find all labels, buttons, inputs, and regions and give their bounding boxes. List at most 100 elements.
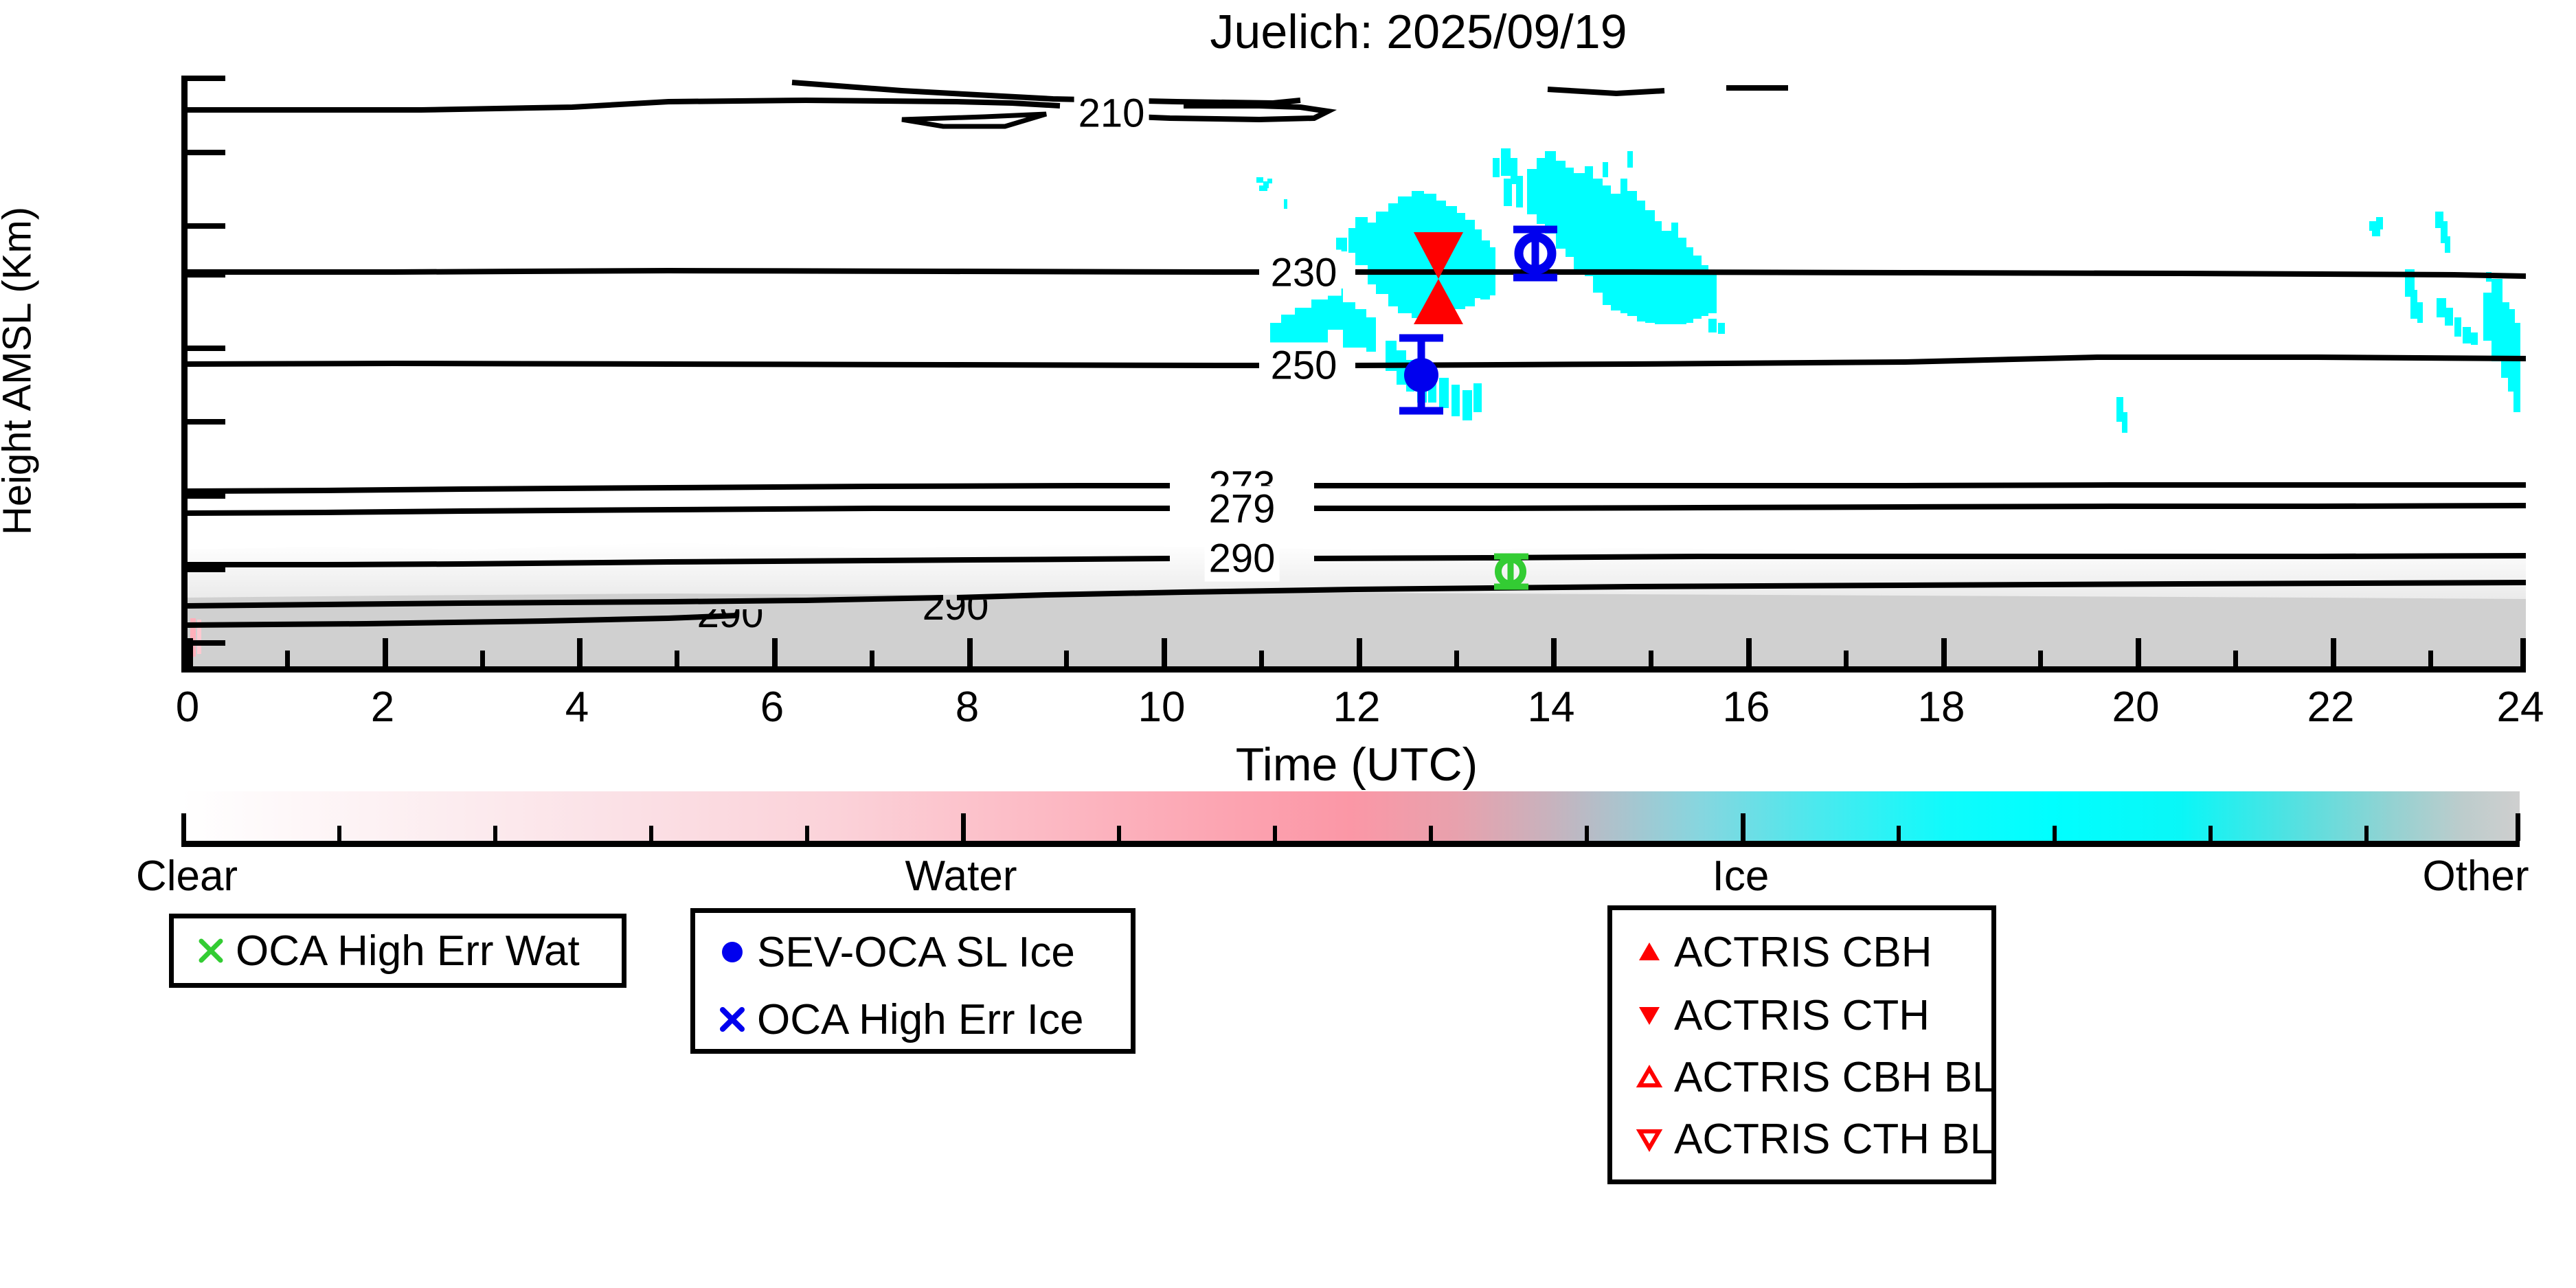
filled-triangle-up-red-icon (1627, 936, 1671, 969)
x-tick-minor-1 (285, 651, 290, 667)
plot-svg (188, 80, 2526, 666)
x-tick-minor-10 (2038, 651, 2043, 667)
open-triangle-down-red-icon (1627, 1122, 1671, 1155)
marker-oca-high-err-wat (1494, 553, 1528, 590)
x-tick-label-7: 14 (1527, 683, 1575, 731)
x-tick-label-3: 6 (760, 683, 784, 731)
x-tick-minor-8 (1649, 651, 1653, 667)
x-tick-5 (1162, 638, 1167, 667)
y-tick-7 (187, 567, 225, 572)
colorbar-tick-m1 (337, 826, 341, 841)
legend-label-actris-cth: ACTRIS CTH (1674, 991, 1930, 1039)
colorbar-tick-m13 (2208, 826, 2213, 841)
colorbar-tick-m8 (1429, 826, 1433, 841)
legend-item-actris-cbh[interactable]: ACTRIS CBH (1612, 910, 1991, 984)
x-tick-6 (1357, 638, 1362, 667)
x-tick-label-12: 24 (2496, 683, 2544, 731)
y-tick-8 (187, 640, 225, 646)
colorbar-tick-ice (1741, 813, 1745, 841)
chart-title-text: Juelich: 2025/09/19 (1210, 5, 1627, 58)
x-tick-label-11: 22 (2307, 683, 2355, 731)
x-axis-title: Time (UTC) (1235, 738, 1478, 791)
x-marker-blue-icon (710, 1003, 754, 1036)
x-tick-0 (188, 638, 193, 667)
x-tick-label-8: 16 (1722, 683, 1770, 731)
legend-item-actris-cbh-bl[interactable]: ACTRIS CBH BL (1612, 1046, 1996, 1108)
legend-label-actris-cbh-bl: ACTRIS CBH BL (1674, 1053, 1996, 1101)
legend-label-sev-oca-sl-ice: SEV-OCA SL Ice (757, 928, 1075, 976)
x-tick-minor-7 (1454, 651, 1459, 667)
legend-item-oca-high-err-wat[interactable]: OCA High Err Wat (174, 918, 622, 983)
marker-sev-oca-sl-ice (1399, 334, 1443, 415)
y-tick-2 (187, 223, 225, 229)
colorbar-axis-line (181, 841, 2520, 847)
y-axis-title: Height AMSL (Km) (0, 206, 40, 536)
x-tick-8 (1746, 638, 1752, 667)
x-tick-12 (2520, 638, 2526, 667)
marker-actris-cth (1414, 232, 1463, 279)
x-tick-minor-9 (1844, 651, 1849, 667)
x-tick-label-2: 4 (565, 683, 589, 731)
legend-item-actris-cth-bl[interactable]: ACTRIS CTH BL (1612, 1108, 1993, 1170)
colorbar-gradient (181, 791, 2520, 841)
colorbar-tick-m6 (1117, 826, 1121, 841)
contour-label-210: 210 (1074, 90, 1149, 137)
legend-item-sev-oca-sl-ice[interactable]: SEV-OCA SL Ice (695, 913, 1131, 986)
data-markers (1399, 225, 1557, 590)
main-plot-axes: Height AMSL (Km) Time (UTC) (0, 76, 2544, 791)
x-tick-minor-11 (2233, 651, 2238, 667)
marker-oca-high-err-ice (1513, 225, 1557, 282)
colorbar-tick-m3 (649, 826, 653, 841)
water-class-region (190, 618, 201, 657)
contour-label-230: 230 (1266, 249, 1342, 296)
open-triangle-up-red-icon (1627, 1061, 1671, 1094)
x-tick-7 (1551, 638, 1557, 667)
x-tick-11 (2331, 638, 2336, 667)
x-tick-minor-3 (675, 651, 679, 667)
colorbar-tick-m12 (2053, 826, 2057, 841)
x-tick-minor-12 (2428, 651, 2433, 667)
y-tick-3 (187, 272, 225, 278)
x-tick-minor-6 (1259, 651, 1264, 667)
y-tick-4 (187, 346, 225, 351)
colorbar-tick-clear (181, 813, 186, 841)
x-tick-minor-4 (870, 651, 874, 667)
colorbar-tick-other (2516, 813, 2520, 841)
marker-actris-cbh (1414, 279, 1463, 324)
legend-label-actris-cbh: ACTRIS CBH (1674, 928, 1932, 976)
x-tick-3 (772, 638, 778, 667)
x-tick-label-4: 8 (955, 683, 980, 731)
y-tick-1 (187, 150, 225, 155)
filled-triangle-down-red-icon (1627, 999, 1671, 1032)
temperature-contours (188, 80, 2526, 628)
colorbar-tick-water (961, 813, 966, 841)
x-tick-label-9: 18 (1917, 683, 1965, 731)
y-tick-0 (187, 76, 225, 81)
x-tick-label-10: 20 (2112, 683, 2160, 731)
x-marker-green-icon (189, 934, 233, 967)
colorbar-tick-m11 (1897, 826, 1901, 841)
colorbar-tick-m4 (805, 826, 809, 841)
legend-oca-ice: SEV-OCA SL Ice OCA High Err Ice (690, 908, 1136, 1054)
x-tick-label-0: 0 (175, 683, 200, 731)
colorbar-label-other: Other (2422, 852, 2529, 900)
colorbar-tick-m7 (1273, 826, 1277, 841)
chart-title: Juelich: 2025/09/19 (0, 4, 2576, 59)
contour-label-279: 279 (1204, 486, 1280, 532)
contour-label-250: 250 (1266, 342, 1342, 389)
filled-circle-blue-icon (710, 936, 754, 969)
colorbar-tick-m2 (493, 826, 497, 841)
colorbar-label-clear: Clear (135, 852, 238, 900)
legend-label-oca-high-err-wat: OCA High Err Wat (236, 927, 580, 975)
plot-canvas (188, 76, 2526, 666)
x-tick-label-5: 10 (1138, 683, 1186, 731)
legend-actris: ACTRIS CBH ACTRIS CTH ACTRIS CBH BL (1607, 905, 1996, 1184)
legend-item-actris-cth[interactable]: ACTRIS CTH (1612, 984, 1991, 1046)
x-tick-label-6: 12 (1333, 683, 1381, 731)
x-tick-label-1: 2 (370, 683, 395, 731)
legend-item-oca-high-err-ice[interactable]: OCA High Err Ice (695, 986, 1131, 1053)
legend-label-oca-high-err-ice: OCA High Err Ice (757, 995, 1084, 1043)
x-tick-1 (383, 638, 388, 667)
y-tick-6 (187, 493, 225, 499)
